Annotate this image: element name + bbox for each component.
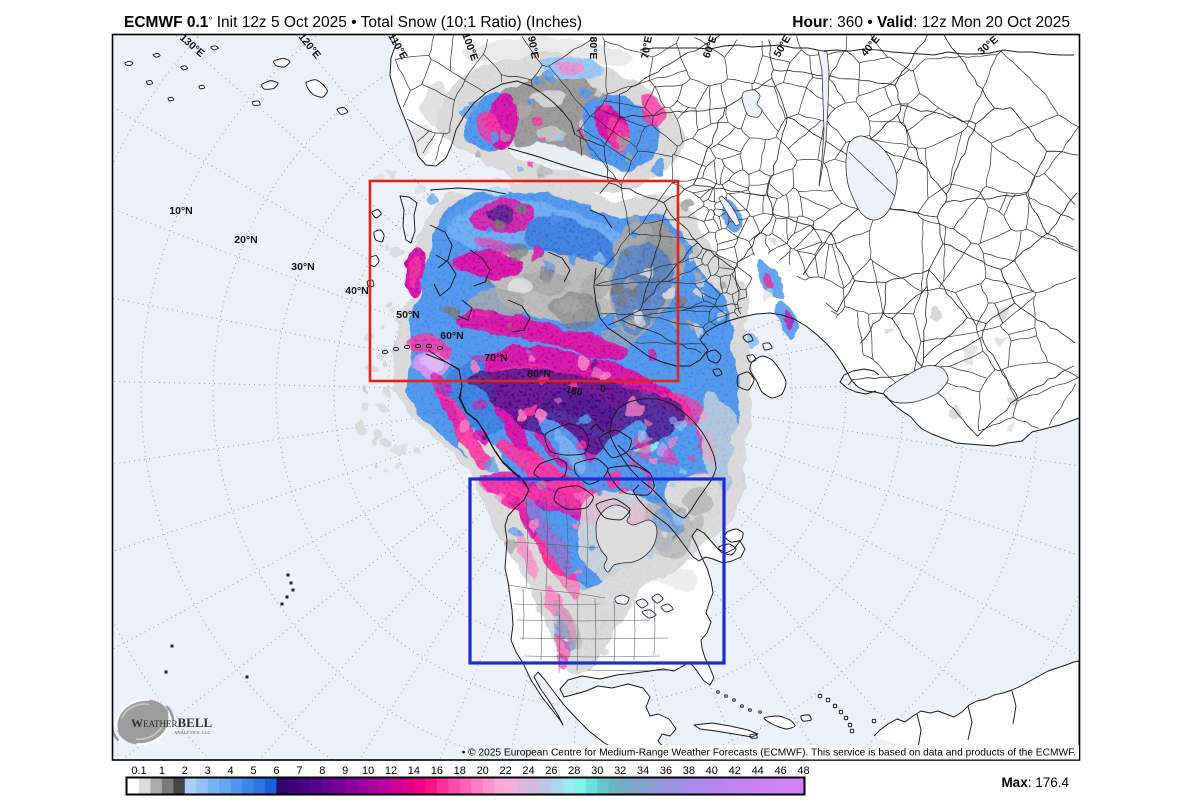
svg-text:34: 34: [637, 765, 649, 777]
svg-text:60°N: 60°N: [440, 330, 463, 342]
svg-text:42: 42: [729, 765, 741, 777]
svg-text:28: 28: [568, 765, 580, 777]
svg-text:32: 32: [614, 765, 626, 777]
svg-text:WEATHERBELL: WEATHERBELL: [131, 715, 213, 730]
svg-text:4: 4: [228, 765, 234, 777]
svg-text:70°E: 70°E: [639, 35, 655, 60]
svg-text:18: 18: [454, 765, 466, 777]
svg-text:20°N: 20°N: [234, 234, 257, 246]
svg-text:ANALYTICS, LLC: ANALYTICS, LLC: [174, 730, 211, 736]
svg-text:1: 1: [159, 765, 165, 777]
svg-text:26: 26: [545, 765, 557, 777]
svg-text:Max: 176.4: Max: 176.4: [1001, 775, 1069, 790]
svg-text:0: 0: [599, 384, 607, 396]
svg-text:180: 180: [564, 384, 583, 399]
svg-text:48: 48: [797, 765, 809, 777]
svg-text:7: 7: [296, 765, 302, 777]
svg-text:14: 14: [408, 765, 420, 777]
svg-text:22: 22: [499, 765, 511, 777]
svg-text:16: 16: [431, 765, 443, 777]
svg-text:50°N: 50°N: [396, 309, 419, 321]
svg-text:36: 36: [660, 765, 672, 777]
svg-text:8: 8: [319, 765, 325, 777]
svg-text:Hour: 360 • Valid: 12z Mon 20: Hour: 360 • Valid: 12z Mon 20 Oct 2025: [792, 14, 1070, 31]
svg-text:30°N: 30°N: [291, 261, 314, 273]
svg-text:44: 44: [752, 765, 764, 777]
svg-text:40: 40: [706, 765, 718, 777]
svg-text:ECMWF 0.1° Init 12z 5 Oct 2025: ECMWF 0.1° Init 12z 5 Oct 2025 • Total S…: [124, 14, 582, 31]
svg-text:10°N: 10°N: [169, 205, 192, 217]
svg-text:24: 24: [522, 765, 534, 777]
svg-text:80°N: 80°N: [527, 368, 550, 380]
svg-text:10: 10: [362, 765, 374, 777]
svg-text:40°N: 40°N: [345, 285, 368, 297]
svg-text:38: 38: [683, 765, 695, 777]
svg-text:46: 46: [774, 765, 786, 777]
svg-text:80°E: 80°E: [587, 37, 599, 60]
svg-text:30: 30: [591, 765, 603, 777]
svg-text:70°N: 70°N: [484, 352, 507, 364]
svg-text:12: 12: [385, 765, 397, 777]
svg-text:3: 3: [205, 765, 211, 777]
svg-text:2: 2: [182, 765, 188, 777]
svg-text:6: 6: [273, 765, 279, 777]
svg-text:20: 20: [477, 765, 489, 777]
svg-text:5: 5: [250, 765, 256, 777]
svg-text:• © 2025 European Centre for M: • © 2025 European Centre for Medium-Rang…: [462, 748, 1076, 759]
svg-text:9: 9: [342, 765, 348, 777]
svg-text:90°E: 90°E: [525, 35, 541, 60]
svg-text:0.1: 0.1: [131, 765, 146, 777]
